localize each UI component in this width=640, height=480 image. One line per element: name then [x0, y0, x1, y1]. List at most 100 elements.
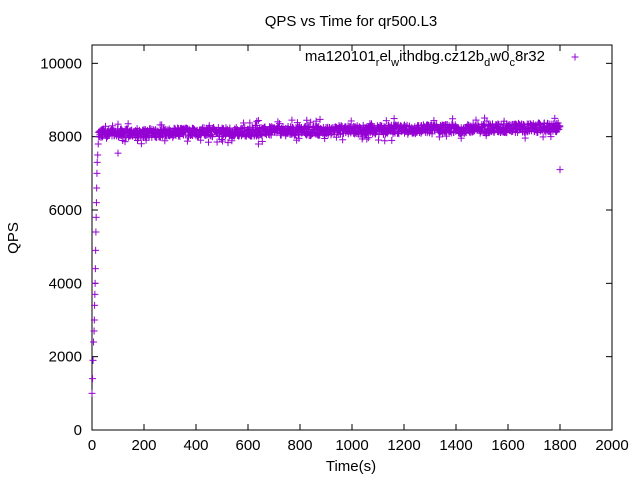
x-axis-label: Time(s) — [326, 458, 376, 475]
data-point — [556, 166, 564, 174]
y-tick-label: 10000 — [40, 55, 82, 72]
data-point — [480, 121, 488, 129]
data-point — [91, 290, 99, 298]
data-point — [539, 133, 547, 141]
data-point — [449, 115, 457, 123]
data-point — [226, 124, 234, 132]
data-point — [121, 138, 129, 146]
data-point — [253, 117, 261, 125]
data-point — [303, 116, 311, 124]
data-point — [254, 140, 262, 148]
x-tick-label: 2000 — [595, 437, 628, 454]
data-point — [288, 116, 296, 124]
data-point — [224, 139, 232, 147]
data-point — [363, 135, 371, 143]
data-point — [92, 246, 100, 254]
data-point — [316, 115, 324, 123]
data-point — [246, 119, 254, 127]
data-point — [213, 138, 221, 146]
data-point — [375, 136, 383, 144]
data-point — [435, 133, 443, 141]
legend-marker — [571, 53, 579, 61]
data-point — [472, 116, 480, 124]
y-tick-label: 6000 — [49, 202, 82, 219]
data-point — [92, 213, 100, 221]
data-point — [364, 134, 372, 142]
data-point — [381, 137, 389, 145]
data-point — [482, 132, 490, 140]
data-point — [483, 117, 491, 125]
data-point — [274, 118, 282, 126]
y-tick-label: 0 — [74, 422, 82, 439]
data-point — [339, 136, 347, 144]
data-point — [347, 117, 355, 125]
data-point — [321, 135, 329, 143]
data-point — [124, 120, 132, 128]
data-point — [91, 279, 99, 287]
chart-title: QPS vs Time for qr500.L3 — [265, 13, 438, 30]
data-point — [258, 137, 266, 145]
data-point — [114, 149, 122, 157]
data-point — [521, 134, 529, 142]
data-point — [183, 137, 191, 145]
x-tick-label: 400 — [183, 437, 208, 454]
y-tick-label: 4000 — [49, 275, 82, 292]
data-point — [295, 134, 303, 142]
y-tick-label: 8000 — [49, 129, 82, 146]
data-point — [91, 265, 99, 273]
data-point — [88, 389, 96, 397]
data-point — [390, 128, 398, 136]
data-point — [90, 316, 98, 324]
x-tick-label: 1400 — [439, 437, 472, 454]
data-point — [228, 137, 236, 145]
x-tick-label: 200 — [131, 437, 156, 454]
data-point — [89, 375, 97, 383]
data-point — [90, 327, 98, 335]
data-point — [94, 140, 102, 148]
data-point — [368, 120, 375, 128]
data-point — [94, 151, 102, 159]
data-point — [219, 137, 227, 145]
data-point — [457, 134, 465, 142]
data-point — [93, 184, 101, 192]
data-point — [293, 119, 301, 127]
x-tick-label: 1800 — [543, 437, 576, 454]
data-point — [146, 125, 154, 133]
data-point — [277, 131, 285, 139]
data-point — [304, 124, 312, 132]
data-point — [89, 356, 97, 364]
data-point — [382, 117, 390, 125]
data-point — [240, 119, 248, 127]
data-point — [254, 117, 262, 125]
data-point — [556, 123, 564, 131]
data-point — [532, 124, 540, 132]
data-point — [388, 136, 396, 144]
data-point — [92, 199, 100, 207]
data-point — [208, 133, 216, 141]
data-point — [312, 117, 320, 125]
data-point — [93, 158, 101, 166]
x-tick-label: 0 — [88, 437, 96, 454]
data-point — [327, 131, 335, 139]
plot-frame — [91, 44, 613, 431]
data-point — [218, 136, 226, 144]
data-point — [92, 228, 100, 236]
data-point — [93, 169, 101, 177]
y-tick-label: 2000 — [49, 349, 82, 366]
data-point — [114, 120, 122, 128]
x-tick-label: 800 — [287, 437, 312, 454]
data-point — [267, 131, 275, 139]
x-tick-label: 1000 — [335, 437, 368, 454]
data-point — [91, 301, 99, 309]
data-point — [430, 117, 438, 125]
data-point — [158, 121, 166, 129]
data-point — [197, 136, 205, 144]
data-point — [390, 115, 398, 123]
data-point — [551, 114, 559, 122]
data-point — [442, 132, 450, 140]
data-point — [137, 140, 145, 148]
data-point — [109, 122, 117, 130]
data-point — [547, 133, 555, 141]
legend-label: ma120101relwithdbg.cz12bdw0c8r32 — [305, 48, 545, 69]
